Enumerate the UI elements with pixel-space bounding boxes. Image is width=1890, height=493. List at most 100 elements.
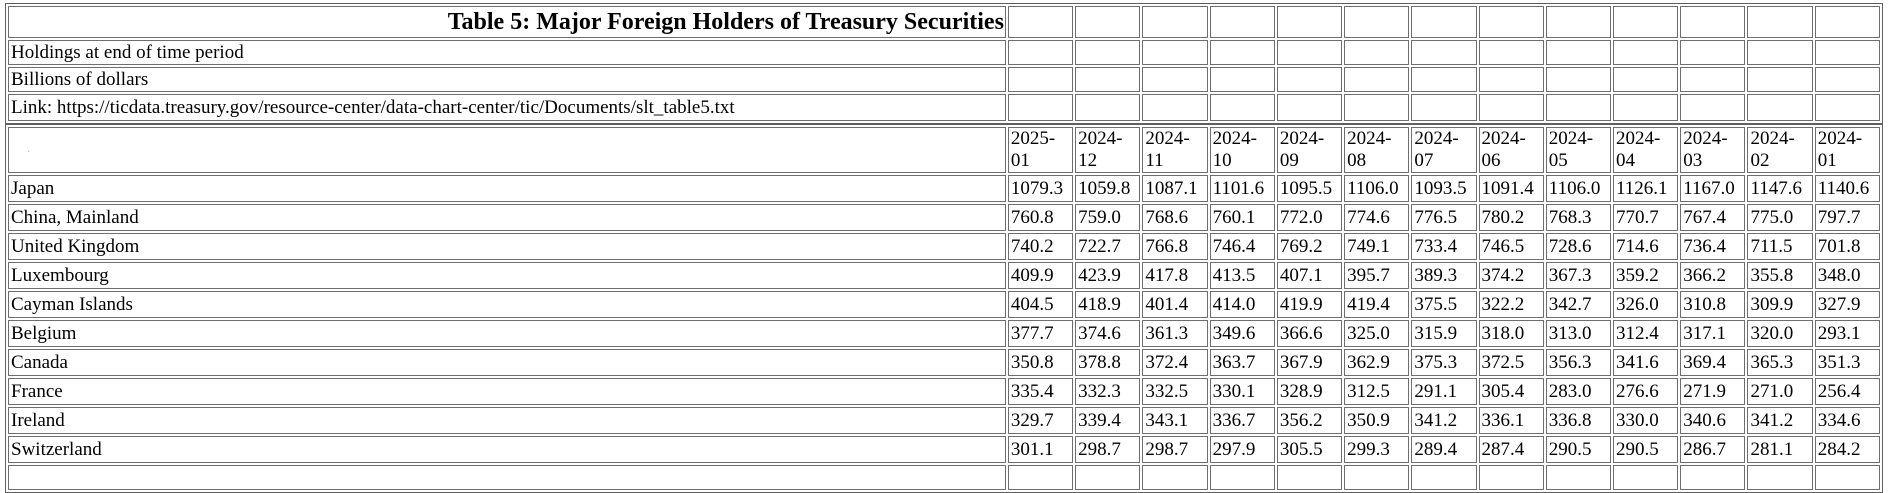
country-cell: Switzerland — [8, 436, 1006, 463]
empty-cell — [1276, 67, 1343, 92]
value-cell: 271.9 — [1680, 378, 1746, 405]
table-row: Belgium 377.7 374.6 361.3 349.6 366.6 325.0 315… — [8, 320, 1880, 347]
value-cell: 290.5 — [1613, 436, 1679, 463]
date-header-cell: 2024-12 — [1075, 127, 1141, 173]
empty-cell — [1411, 6, 1477, 38]
value-cell: 367.3 — [1545, 262, 1612, 289]
value-cell: 760.8 — [1007, 204, 1074, 231]
value-cell: 769.2 — [1276, 233, 1343, 260]
value-cell: 776.5 — [1411, 204, 1477, 231]
empty-cell — [1007, 6, 1074, 38]
empty-cell — [1276, 6, 1343, 38]
empty-cell — [1680, 6, 1746, 38]
value-cell: 395.7 — [1344, 262, 1410, 289]
date-header-cell: 2025-01 — [1007, 127, 1074, 173]
value-cell: 780.2 — [1478, 204, 1544, 231]
empty-cell — [1478, 465, 1544, 490]
value-cell: 320.0 — [1747, 320, 1813, 347]
value-cell: 312.4 — [1613, 320, 1679, 347]
value-cell: 332.3 — [1075, 378, 1141, 405]
empty-cell — [1344, 465, 1410, 490]
empty-cell — [1747, 465, 1813, 490]
value-cell: 318.0 — [1478, 320, 1544, 347]
corner-cell: . — [8, 127, 1006, 173]
value-cell: 369.4 — [1680, 349, 1746, 376]
country-cell: Ireland — [8, 407, 1006, 434]
value-cell: 759.0 — [1075, 204, 1141, 231]
value-cell: 297.9 — [1209, 436, 1275, 463]
empty-cell — [1478, 6, 1544, 38]
value-cell: 276.6 — [1613, 378, 1679, 405]
date-header-cell: 2024-02 — [1747, 127, 1813, 173]
empty-cell — [1209, 465, 1275, 490]
table-row: Link: https://ticdata.treasury.gov/resou… — [8, 94, 1880, 121]
value-cell: 298.7 — [1142, 436, 1208, 463]
value-cell: 310.8 — [1680, 291, 1746, 318]
empty-cell — [1680, 465, 1746, 490]
table-row: Ireland 329.7 339.4 343.1 336.7 356.2 350.9 341… — [8, 407, 1880, 434]
table-row: Switzerland 301.1 298.7 298.7 297.9 305.5 299.… — [8, 436, 1880, 463]
empty-cell — [1747, 94, 1813, 121]
value-cell: 772.0 — [1276, 204, 1343, 231]
value-cell: 374.6 — [1075, 320, 1141, 347]
country-cell: Belgium — [8, 320, 1006, 347]
value-cell: 341.6 — [1613, 349, 1679, 376]
info-cell: Holdings at end of time period — [8, 40, 1006, 65]
value-cell: 362.9 — [1344, 349, 1410, 376]
empty-cell — [1276, 94, 1343, 121]
value-cell: 351.3 — [1814, 349, 1880, 376]
table-holders-data: . 2025-01 2024-12 2024-11 2024-10 2024-09 2024… — [5, 124, 1883, 493]
value-cell: 736.4 — [1680, 233, 1746, 260]
empty-cell — [1142, 40, 1208, 65]
value-cell: 419.9 — [1276, 291, 1343, 318]
value-cell: 378.8 — [1075, 349, 1141, 376]
empty-cell — [1276, 40, 1343, 65]
value-cell: 335.4 — [1007, 378, 1074, 405]
value-cell: 312.5 — [1344, 378, 1410, 405]
empty-cell — [1075, 465, 1141, 490]
value-cell: 343.1 — [1142, 407, 1208, 434]
value-cell: 305.4 — [1478, 378, 1544, 405]
table-header-row: . 2025-01 2024-12 2024-11 2024-10 2024-09 2024… — [8, 127, 1880, 173]
value-cell: 325.0 — [1344, 320, 1410, 347]
value-cell: 322.2 — [1478, 291, 1544, 318]
empty-cell — [1344, 40, 1410, 65]
country-cell: France — [8, 378, 1006, 405]
empty-cell — [1545, 465, 1612, 490]
value-cell: 419.4 — [1344, 291, 1410, 318]
value-cell: 374.2 — [1478, 262, 1544, 289]
country-cell: China, Mainland — [8, 204, 1006, 231]
value-cell: 286.7 — [1680, 436, 1746, 463]
value-cell: 287.4 — [1478, 436, 1544, 463]
empty-cell — [1142, 67, 1208, 92]
table-info-header: Table 5: Major Foreign Holders of Treasu… — [5, 3, 1883, 124]
value-cell: 290.5 — [1545, 436, 1612, 463]
empty-cell — [1075, 6, 1141, 38]
value-cell: 299.3 — [1344, 436, 1410, 463]
table-row: Canada 350.8 378.8 372.4 363.7 367.9 362.9 375.… — [8, 349, 1880, 376]
date-header-cell: 2024-11 — [1142, 127, 1208, 173]
value-cell: 363.7 — [1209, 349, 1275, 376]
value-cell: 361.3 — [1142, 320, 1208, 347]
country-cell: Canada — [8, 349, 1006, 376]
empty-cell — [1680, 40, 1746, 65]
info-cell: Billions of dollars — [8, 67, 1006, 92]
empty-cell — [1344, 94, 1410, 121]
value-cell: 341.2 — [1411, 407, 1477, 434]
empty-cell — [1747, 67, 1813, 92]
empty-cell — [1613, 94, 1679, 121]
value-cell: 768.6 — [1142, 204, 1208, 231]
value-cell: 356.2 — [1276, 407, 1343, 434]
table-row: Table 5: Major Foreign Holders of Treasu… — [8, 6, 1880, 38]
empty-cell — [1007, 40, 1074, 65]
value-cell: 330.0 — [1613, 407, 1679, 434]
clipped-row — [8, 465, 1880, 490]
empty-cell — [1209, 40, 1275, 65]
value-cell: 746.5 — [1478, 233, 1544, 260]
value-cell: 281.1 — [1747, 436, 1813, 463]
empty-cell — [1075, 67, 1141, 92]
table-row: China, Mainland 760.8 759.0 768.6 760.1 772.0… — [8, 204, 1880, 231]
value-cell: 309.9 — [1747, 291, 1813, 318]
table-row: Japan 1079.3 1059.8 1087.1 1101.6 1095.5 1106.… — [8, 175, 1880, 202]
